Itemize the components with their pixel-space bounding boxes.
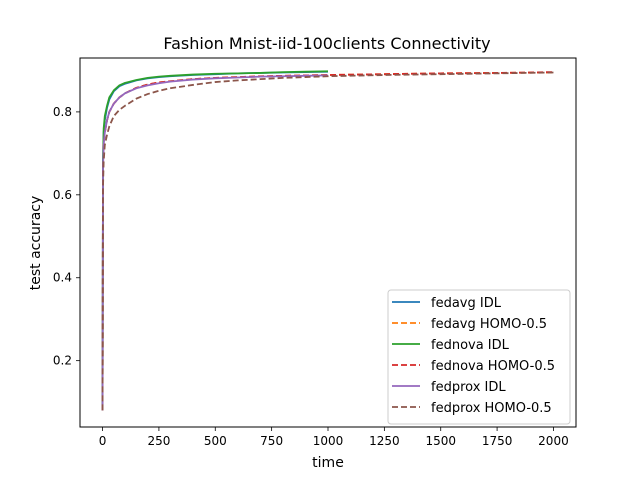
plot-series-group [101,70,554,411]
legend-box [387,289,571,425]
x-tick-label: 1250 [369,434,400,448]
y-tick-label: 0.2 [53,354,72,368]
series-line-5 [101,71,554,411]
legend-label-0: fedavg IDL [431,296,502,311]
series-line-4 [101,74,329,411]
y-tick-label: 0.8 [53,105,72,119]
x-axis-ticks: 0 250 500 750 1000 1250 1500 1750 2000 [99,427,569,448]
x-tick-label: 750 [260,434,283,448]
y-axis-ticks: 0.2 0.4 0.6 0.8 [53,105,80,368]
x-tick-label: 250 [147,434,170,448]
legend: fedavg IDL fedavg HOMO-0.5 fednova IDL fedn… [387,289,571,425]
legend-label-2: fednova IDL [431,338,510,353]
x-axis-label: time [312,455,344,471]
x-tick-label: 1750 [482,434,513,448]
legend-label-3: fednova HOMO-0.5 [431,359,555,374]
legend-label-4: fedprox IDL [431,380,506,395]
x-tick-label: 2000 [538,434,569,448]
x-tick-label: 1500 [425,434,456,448]
series-line-2 [101,70,329,411]
legend-label-5: fedprox HOMO-0.5 [431,401,552,416]
y-tick-label: 0.6 [53,188,72,202]
legend-label-1: fedavg HOMO-0.5 [431,317,547,332]
y-axis-label: test accuracy [28,196,44,291]
y-tick-label: 0.4 [53,271,72,285]
x-tick-label: 500 [204,434,227,448]
x-tick-label: 1000 [313,434,344,448]
chart-title: Fashion Mnist-iid-100clients Connectivit… [163,34,490,53]
x-tick-label: 0 [99,434,107,448]
